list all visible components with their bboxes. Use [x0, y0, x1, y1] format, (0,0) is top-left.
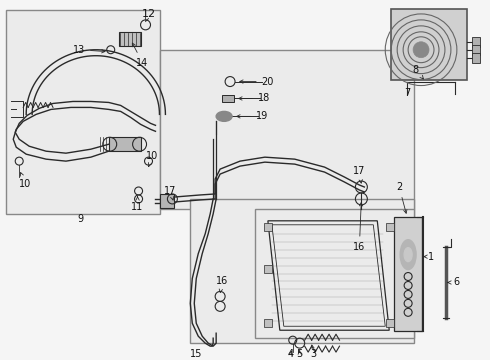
Text: 6: 6 — [448, 278, 460, 288]
Text: 16: 16 — [353, 203, 366, 252]
Text: 17: 17 — [164, 186, 176, 200]
Ellipse shape — [400, 240, 416, 270]
Bar — [160, 194, 174, 208]
Bar — [472, 45, 480, 55]
Text: 13: 13 — [73, 45, 105, 55]
Ellipse shape — [404, 248, 412, 262]
Bar — [109, 137, 141, 151]
Bar — [160, 50, 414, 209]
Text: 1: 1 — [424, 252, 434, 262]
Bar — [264, 223, 272, 231]
Bar — [391, 9, 467, 80]
Text: 18: 18 — [239, 94, 270, 103]
Text: 14: 14 — [132, 43, 148, 68]
Bar — [472, 37, 480, 47]
Text: 15: 15 — [190, 349, 202, 359]
Text: 4: 4 — [288, 349, 294, 359]
Text: 5: 5 — [296, 349, 303, 359]
Bar — [386, 223, 394, 231]
Text: 12: 12 — [142, 9, 156, 22]
Text: 11: 11 — [131, 196, 144, 212]
Text: 10: 10 — [147, 151, 159, 167]
Text: 8: 8 — [412, 65, 423, 79]
Text: 20: 20 — [240, 77, 274, 86]
Bar — [222, 95, 234, 103]
Text: 17: 17 — [353, 166, 366, 183]
Circle shape — [413, 42, 429, 58]
Bar — [6, 10, 160, 214]
Text: 9: 9 — [78, 214, 84, 224]
Ellipse shape — [216, 111, 232, 121]
Bar — [386, 319, 394, 327]
Bar — [190, 199, 414, 343]
Bar — [264, 265, 272, 273]
Bar — [472, 53, 480, 63]
Text: 2: 2 — [396, 182, 407, 213]
Bar — [119, 32, 141, 46]
Bar — [264, 319, 272, 327]
Text: 19: 19 — [237, 111, 268, 121]
Text: 3: 3 — [311, 345, 317, 359]
Text: 16: 16 — [216, 276, 228, 293]
Bar — [394, 217, 422, 331]
Text: 10: 10 — [19, 172, 31, 189]
Text: 7: 7 — [404, 87, 410, 98]
Bar — [255, 209, 414, 338]
